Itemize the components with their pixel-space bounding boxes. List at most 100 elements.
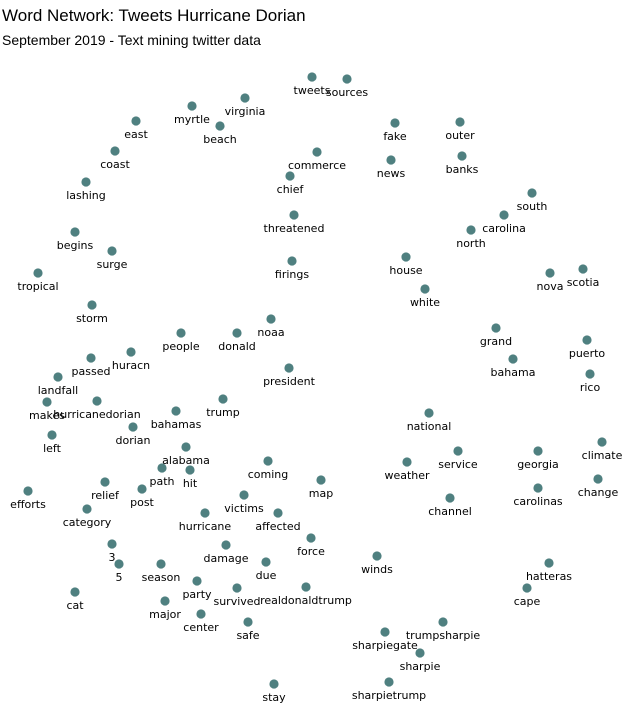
node-myrtle [187,101,197,111]
node-scotia [578,264,588,274]
node-label-path: path [149,475,174,488]
node-house [401,252,411,262]
node-label-post: post [130,496,154,509]
node-label-sharpiegate: sharpiegate [352,639,418,652]
node-label-survived: survived [213,595,260,608]
node-label-affected: affected [255,520,300,533]
node-sources [342,74,352,84]
node-label-huracn: huracn [112,359,150,372]
node-label-threatened: threatened [264,222,325,235]
node-noaa [266,314,276,324]
node-south [527,188,537,198]
node-label-left: left [43,442,62,455]
node-label-weather: weather [384,469,430,482]
node-carolinas [533,483,543,493]
node-victims [239,490,249,500]
node-sharpietrump [384,677,394,687]
node-label-sharpietrump: sharpietrump [352,689,426,702]
node-landfall [53,372,63,382]
node-lashing [81,177,91,187]
node-label-hatteras: hatteras [526,570,572,583]
node-puerto [582,335,592,345]
node-nova [545,268,555,278]
node-label-lashing: lashing [66,189,106,202]
node-label-hurricanedorian: hurricanedorian [53,408,140,421]
node-commerce [312,147,322,157]
node-begins [70,227,80,237]
node-label-banks: banks [446,163,479,176]
node-virginia [240,93,250,103]
node-major [160,596,170,606]
chart-subtitle: September 2019 - Text mining twitter dat… [2,32,261,48]
node-label-firings: firings [275,268,309,281]
node-white [420,284,430,294]
node-label-passed: passed [72,365,111,378]
node-georgia [533,446,543,456]
node-label-service: service [438,458,478,471]
node-post [137,484,147,494]
node-north [466,225,476,235]
node-label-virginia: virginia [225,105,266,118]
node-label-puerto: puerto [569,347,606,360]
node-label-surge: surge [97,258,128,271]
node-label-channel: channel [428,505,472,518]
node-east [131,116,141,126]
node-label-relief: relief [91,489,120,502]
node-coming [263,456,273,466]
node-dorian [128,422,138,432]
node-label-makes: makes [29,409,65,422]
node-label-east: east [124,128,148,141]
node-label-georgia: georgia [517,458,559,471]
node-people [176,328,186,338]
node-surge [107,246,117,256]
node-label-bahamas: bahamas [151,418,202,431]
node-label-carolina: carolina [482,222,526,235]
node-label-damage: damage [204,552,249,565]
node-news [386,155,396,165]
node-firings [287,256,297,266]
node-label-hurricane: hurricane [179,520,232,533]
node-relief [100,477,110,487]
node-sharpie [415,648,425,658]
node-label-realdonaldtrump: realdonaldtrump [260,594,352,607]
node-trumpsharpie [438,617,448,627]
node-label-sharpie: sharpie [400,660,441,673]
node-outer [455,117,465,127]
node-label-due: due [256,569,277,582]
node-label-south: south [517,200,548,213]
node-label-president: president [263,375,316,388]
node-category [82,504,92,514]
node-label-beach: beach [203,133,237,146]
node-label-hit: hit [183,477,198,490]
node-label-nova: nova [537,280,564,293]
node-label-change: change [578,486,619,499]
node-makes [42,397,52,407]
node-center [196,609,206,619]
node-label-dorian: dorian [115,434,150,447]
node-label-map: map [309,487,333,500]
chart-title: Word Network: Tweets Hurricane Dorian [2,6,306,25]
node-label-begins: begins [57,239,94,252]
node-label-season: season [142,571,181,584]
node-label-myrtle: myrtle [174,113,210,126]
node-label-chief: chief [277,183,305,196]
node-cape [522,583,532,593]
node-label-donald: donald [218,340,255,353]
node-cat [70,587,80,597]
node-stay [269,679,279,689]
node-chief [285,171,295,181]
node-label-3: 3 [109,551,116,564]
node-damage [221,540,231,550]
node-label-trump: trump [206,406,240,419]
node-label-alabama: alabama [162,454,210,467]
node-channel [445,493,455,503]
node-passed [86,353,96,363]
node-tweets [307,72,317,82]
node-sharpiegate [380,627,390,637]
node-realdonaldtrump [301,582,311,592]
node-label-winds: winds [361,563,393,576]
node-carolina [499,210,509,220]
node-3 [107,539,117,549]
node-grand [491,323,501,333]
